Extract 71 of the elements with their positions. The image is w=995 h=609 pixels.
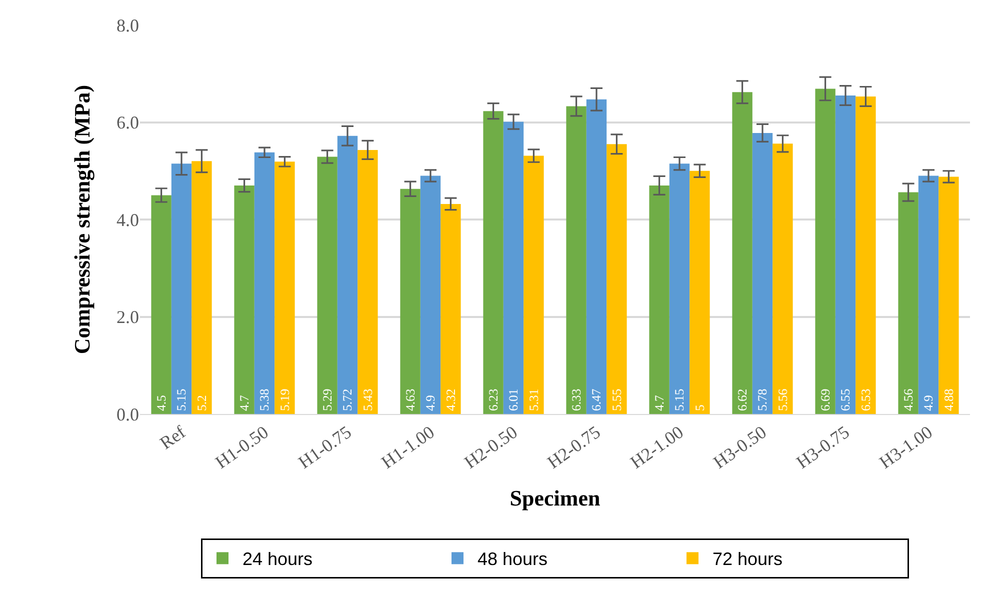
bar xyxy=(649,185,670,414)
bar xyxy=(752,132,773,414)
data-label: 5.31 xyxy=(526,388,541,411)
bar xyxy=(898,192,918,414)
bar xyxy=(690,170,710,414)
data-label: 6.33 xyxy=(569,388,584,411)
data-label: 5.56 xyxy=(776,388,790,411)
bar xyxy=(606,144,627,414)
bar xyxy=(192,161,212,414)
bar xyxy=(856,96,876,414)
bar xyxy=(274,162,295,414)
bar xyxy=(566,106,586,414)
bar xyxy=(503,122,524,414)
data-label: 6.69 xyxy=(818,388,832,411)
data-label: 4.63 xyxy=(403,388,418,411)
bar xyxy=(815,88,836,414)
data-label: 6.62 xyxy=(735,388,750,411)
bar xyxy=(732,92,752,414)
data-label: 4.56 xyxy=(901,388,916,411)
bar xyxy=(586,99,607,414)
bar xyxy=(483,111,504,414)
legend-label: 24 hours xyxy=(242,549,313,570)
y-tick-label: 6.0 xyxy=(116,112,139,133)
data-label: 6.47 xyxy=(590,388,604,411)
bar xyxy=(420,176,441,414)
data-label: 4.7 xyxy=(652,395,666,411)
legend-label: 48 hours xyxy=(478,549,548,570)
data-label: 5.19 xyxy=(278,388,292,411)
data-label: 4.9 xyxy=(424,395,438,411)
data-label: 6.01 xyxy=(506,388,521,411)
data-label: 4.32 xyxy=(444,388,458,411)
data-label: 5 xyxy=(692,404,707,411)
bar xyxy=(835,96,856,414)
data-label: 5.43 xyxy=(360,388,375,411)
data-label: 6.55 xyxy=(838,388,853,411)
legend-label: 72 hours xyxy=(712,549,783,570)
data-label: 5.15 xyxy=(174,388,189,411)
data-label: 4.5 xyxy=(154,395,168,411)
bar xyxy=(524,156,544,414)
bar xyxy=(440,204,461,414)
bar xyxy=(171,164,192,414)
data-label: 5.55 xyxy=(610,388,624,411)
data-label: 4.7 xyxy=(237,395,252,411)
bar xyxy=(669,164,690,414)
y-tick-label: 2.0 xyxy=(116,307,139,328)
data-label: 5.29 xyxy=(320,388,334,411)
data-label: 5.2 xyxy=(194,395,209,411)
bar xyxy=(400,188,420,414)
x-tick-label: Ref xyxy=(156,422,189,454)
bar xyxy=(938,176,959,414)
y-tick-label: 8.0 xyxy=(116,15,139,36)
bar xyxy=(337,136,358,414)
data-label: 5.72 xyxy=(340,388,355,411)
y-tick-label: 0.0 xyxy=(116,404,139,424)
bar xyxy=(151,195,172,414)
data-label: 6.23 xyxy=(486,388,500,411)
data-label: 6.53 xyxy=(858,388,873,411)
bar xyxy=(918,176,939,414)
data-label: 5.78 xyxy=(756,388,770,411)
bar xyxy=(234,185,254,414)
data-label: 4.88 xyxy=(942,388,956,411)
y-axis-title: Compressive strength (MPa) xyxy=(69,84,94,354)
data-label: 5.15 xyxy=(672,388,687,411)
y-tick-label: 4.0 xyxy=(116,210,139,230)
x-axis-title: Specimen xyxy=(510,485,600,510)
bar xyxy=(772,144,793,414)
bar xyxy=(254,152,275,414)
bar xyxy=(317,156,338,414)
bar xyxy=(358,150,378,414)
data-label: 4.9 xyxy=(922,395,936,411)
data-label: 5.38 xyxy=(258,388,272,411)
